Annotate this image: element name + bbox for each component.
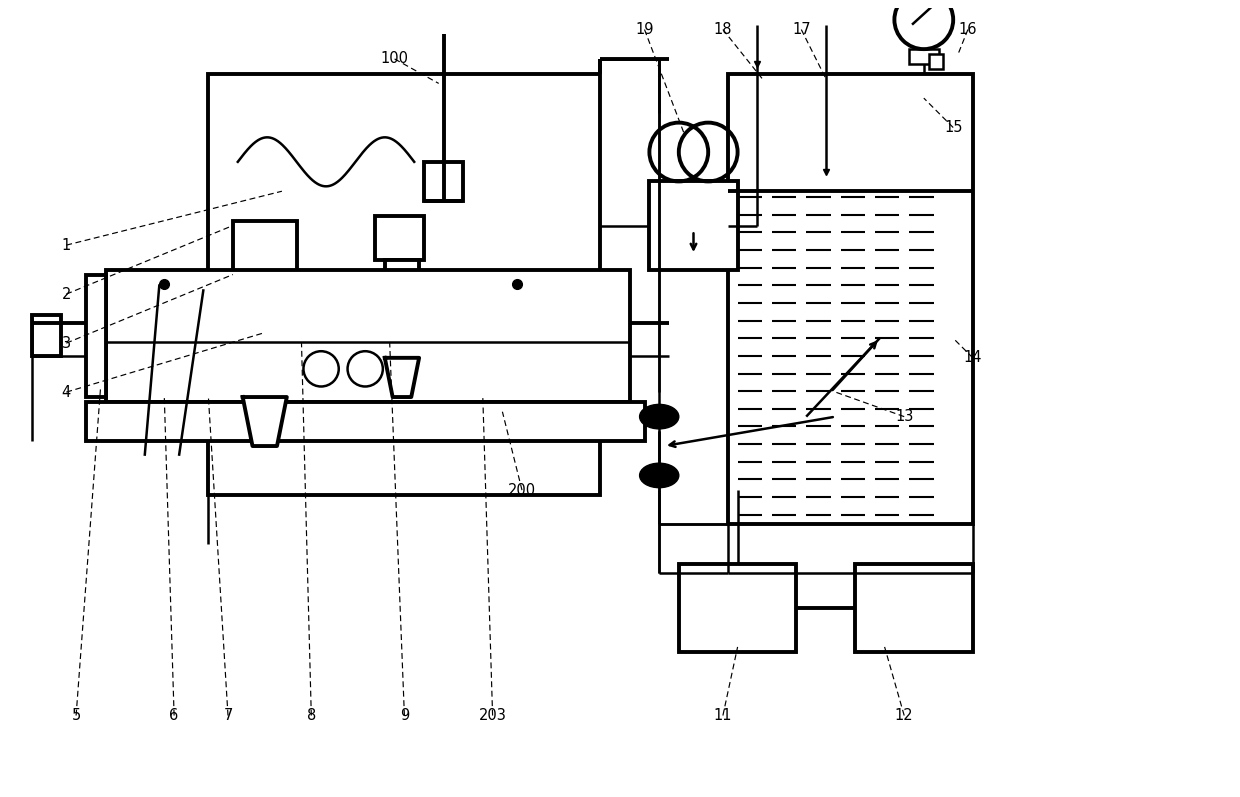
Text: 13: 13: [895, 409, 914, 424]
Bar: [374, 216, 424, 260]
Bar: [728, 73, 973, 524]
Text: 100: 100: [381, 52, 409, 66]
Text: 15: 15: [944, 120, 962, 135]
Text: 6: 6: [170, 708, 179, 723]
Text: 203: 203: [479, 708, 506, 723]
Text: 11: 11: [714, 708, 732, 723]
Bar: [929, 54, 944, 69]
Bar: [208, 73, 600, 495]
Bar: [86, 274, 105, 397]
Bar: [105, 269, 630, 402]
Text: 9: 9: [399, 708, 409, 723]
Text: 12: 12: [895, 708, 914, 723]
Ellipse shape: [640, 463, 678, 488]
Text: 2: 2: [62, 287, 71, 301]
Text: 16: 16: [959, 22, 977, 37]
Text: 200: 200: [508, 483, 536, 497]
Polygon shape: [243, 397, 286, 446]
Text: 7: 7: [223, 708, 233, 723]
Bar: [243, 280, 286, 397]
Text: 4: 4: [62, 385, 71, 399]
Ellipse shape: [640, 404, 678, 429]
Polygon shape: [384, 358, 419, 397]
Text: 17: 17: [792, 22, 811, 37]
Text: 19: 19: [635, 22, 653, 37]
Text: 14: 14: [963, 351, 982, 365]
Text: 8: 8: [306, 708, 316, 723]
Bar: [233, 221, 296, 280]
Bar: [32, 315, 62, 355]
Text: 1: 1: [62, 238, 71, 253]
Bar: [856, 563, 973, 652]
Text: 18: 18: [714, 22, 732, 37]
Bar: [424, 162, 464, 201]
Text: 3: 3: [62, 336, 71, 351]
Bar: [909, 49, 939, 64]
Bar: [650, 182, 738, 269]
Bar: [384, 260, 419, 358]
Bar: [678, 563, 796, 652]
Text: 5: 5: [72, 708, 81, 723]
Bar: [86, 402, 645, 441]
